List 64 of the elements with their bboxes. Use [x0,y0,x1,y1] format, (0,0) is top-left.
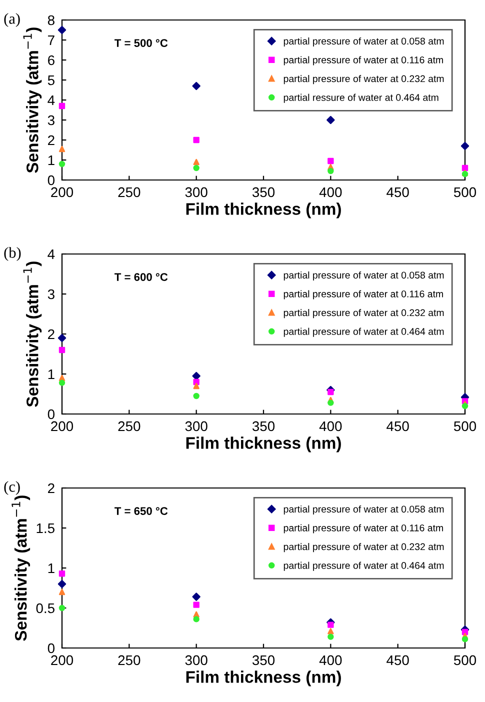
y-tick-label: 2 [48,483,54,494]
y-tick-label: 4 [48,95,55,106]
y-tick-label: 8 [48,15,54,26]
x-tick-label: 250 [118,655,140,666]
x-tick-label: 450 [386,187,409,198]
x-tick-label: 450 [386,421,409,432]
y-tick-label: 2 [48,329,54,340]
legend-label: partial pressure of water at 0.116 atm [284,290,443,300]
legend-label: partial pressure of water at 0.058 atm [284,37,444,46]
y-tick-label: 5 [48,75,54,86]
x-tick-label: 250 [118,421,140,432]
y-tick-label: 1 [48,563,54,574]
x-tick-label: 350 [252,187,275,198]
annotation: T = 600 °C [114,273,168,281]
y-tick-label: 6 [48,55,54,66]
annotation: T = 650 °C [114,507,168,515]
y-tick-label: 1.5 [36,523,54,534]
y-axis-title: Sensitivity (atm$^{−1}$) [23,262,42,407]
x-tick-label: 500 [454,187,476,198]
y-tick-label: 2 [48,135,54,146]
legend-label: partial pressure of water at 0.116 atm [284,524,443,534]
x-tick-label: 500 [454,421,476,432]
y-tick-label: 3 [48,289,54,300]
x-tick-label: 200 [51,655,74,666]
legend-label: partial pressure of water at 0.464 atm [284,562,444,571]
text: (a) [4,13,20,27]
x-tick-label: 400 [319,421,342,432]
x-tick-label: 200 [51,421,74,432]
y-tick-label: 3 [48,115,54,126]
x-tick-label: 200 [51,187,74,198]
x-axis-title: Film thickness (nm) [186,202,341,218]
x-tick-label: 300 [185,421,208,432]
x-tick-label: 250 [118,187,140,198]
legend-label: partial pressure of water at 0.058 atm [284,505,444,514]
legend-label: partial ressure of water at 0.464 atm [284,94,438,103]
y-tick-label: 0 [48,643,55,654]
legend-label: partial pressure of water at 0.464 atm [284,328,444,337]
x-tick-label: 400 [319,655,342,666]
y-tick-label: 0 [48,175,55,186]
x-axis-title: Film thickness (nm) [186,436,341,452]
x-tick-label: 300 [185,655,208,666]
text: (b) [4,247,21,261]
y-tick-label: 7 [48,35,54,46]
x-tick-label: 400 [319,187,342,198]
x-tick-label: 350 [252,655,275,666]
text: (c) [4,481,20,495]
legend-label: partial pressure of water at 0.058 atm [284,271,444,280]
x-tick-label: 450 [386,655,409,666]
y-axis-title: Sensitivity (atm$^{−1}$) [12,496,30,641]
x-tick-label: 350 [252,421,275,432]
y-axis-title: Sensitivity (atm$^{−1}$) [23,28,42,173]
x-tick-label: 500 [454,655,476,666]
legend-label: partial pressure of water at 0.232 atm [284,309,444,318]
y-tick-label: 4 [48,249,55,260]
y-tick-label: 0.5 [36,603,54,614]
y-tick-label: 1 [48,155,54,166]
y-tick-label: 0 [48,409,55,420]
legend-label: partial pressure of water at 0.116 atm [284,56,443,66]
y-tick-label: 1 [48,369,54,380]
legend-label: partial pressure of water at 0.232 atm [284,543,444,552]
legend-label: partial pressure of water at 0.232 atm [284,75,444,84]
x-tick-label: 300 [185,187,208,198]
x-axis-title: Film thickness (nm) [186,670,341,686]
annotation: T = 500 °C [114,39,168,47]
